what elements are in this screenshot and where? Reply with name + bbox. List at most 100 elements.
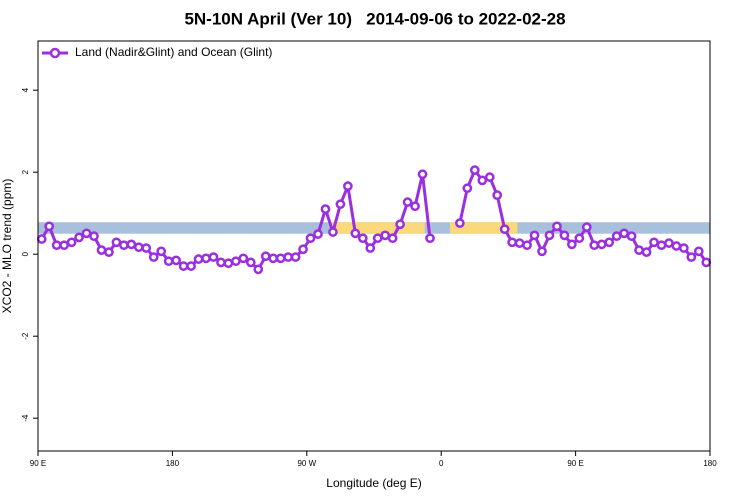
data-point (133, 242, 144, 253)
data-point (395, 219, 405, 230)
series-line (458, 167, 708, 264)
data-point (59, 240, 69, 251)
data-point (208, 252, 219, 262)
plot (36, 165, 712, 275)
data-point (223, 258, 234, 269)
x-tick-label: 90 E (567, 459, 583, 468)
data-point (656, 240, 667, 251)
data-point (649, 237, 659, 248)
data-point (417, 169, 428, 180)
data-point (193, 254, 204, 264)
data-point (283, 252, 293, 262)
data-point (499, 224, 510, 235)
data-point (425, 233, 435, 244)
data-point (245, 257, 256, 268)
data-point (671, 241, 682, 251)
data-point (328, 227, 338, 237)
data-point (410, 201, 420, 212)
y-tick-label: -2 (21, 332, 30, 340)
data-point (178, 261, 189, 271)
data-point (581, 222, 592, 232)
data-point (567, 239, 577, 250)
data-point (469, 165, 480, 175)
data-point (544, 230, 555, 241)
bands (38, 222, 710, 234)
data-point (552, 221, 562, 232)
data-point (350, 228, 361, 239)
data-point (335, 199, 346, 210)
y-tick-label: 0 (21, 251, 30, 256)
data-point (96, 245, 107, 255)
data-point (402, 197, 413, 207)
data-point (231, 256, 241, 267)
data-point (679, 243, 689, 253)
data-point (36, 234, 47, 244)
data-point (529, 230, 540, 241)
data-point (365, 243, 376, 253)
legend-marker (49, 47, 61, 59)
data-point (260, 251, 271, 262)
data-point (163, 256, 174, 267)
data-point (537, 246, 547, 257)
data-point (186, 261, 196, 271)
data-point (51, 240, 62, 251)
data-point (201, 253, 211, 264)
data-point (507, 237, 517, 248)
data-point (574, 233, 585, 244)
data-point (522, 240, 532, 251)
x-axis-label: Longitude (deg E) (326, 476, 421, 490)
legend-label: Land (Nadir&Glint) and Ocean (Glint) (75, 45, 272, 59)
y-tick-label: 4 (21, 87, 30, 92)
x-tick-label: 90 W (297, 459, 316, 468)
data-point (141, 243, 152, 253)
reference-band (450, 222, 518, 234)
data-point (372, 233, 383, 244)
y-tick-label: -4 (21, 414, 30, 422)
data-point (604, 237, 615, 248)
data-point (238, 253, 249, 264)
data-point (634, 245, 644, 255)
x-tick-label: 180 (166, 459, 180, 468)
data-point (559, 230, 570, 241)
x-tick-label: 90 E (30, 459, 46, 468)
data-point (664, 238, 674, 248)
chart-title: 5N-10N April (Ver 10) 2014-09-06 to 2022… (184, 9, 565, 28)
y-axis-label: XCO2 - MLO trend (ppm) (0, 179, 14, 314)
data-point (74, 232, 84, 243)
x-tick-label: 180 (703, 459, 717, 468)
data-point (611, 231, 622, 242)
data-point (343, 181, 353, 191)
data-point (462, 183, 473, 194)
data-point (44, 221, 55, 232)
data-point (596, 239, 607, 250)
series-line (40, 173, 432, 272)
data-point (492, 190, 503, 201)
data-point (484, 172, 495, 182)
data-point (253, 264, 264, 275)
data-point (216, 257, 226, 268)
data-point (320, 204, 331, 214)
x-tick-label: 0 (439, 459, 444, 468)
data-point (357, 233, 368, 244)
data-point (619, 228, 629, 239)
data-point (66, 237, 77, 248)
data-point (298, 244, 308, 255)
data-point (641, 247, 652, 257)
data-point (148, 252, 159, 262)
data-point (693, 246, 704, 257)
data-point (387, 233, 398, 244)
reference-band (330, 222, 425, 234)
data-point (701, 257, 712, 268)
data-point (305, 233, 316, 244)
data-point (126, 239, 137, 250)
y-tick-label: 2 (21, 169, 30, 174)
data-point (589, 240, 600, 251)
data-point (455, 218, 465, 228)
data-point (111, 237, 122, 248)
data-point (171, 255, 181, 266)
data-point (290, 252, 301, 262)
data-point (119, 240, 129, 251)
data-point (477, 175, 488, 186)
data-point (89, 231, 99, 242)
